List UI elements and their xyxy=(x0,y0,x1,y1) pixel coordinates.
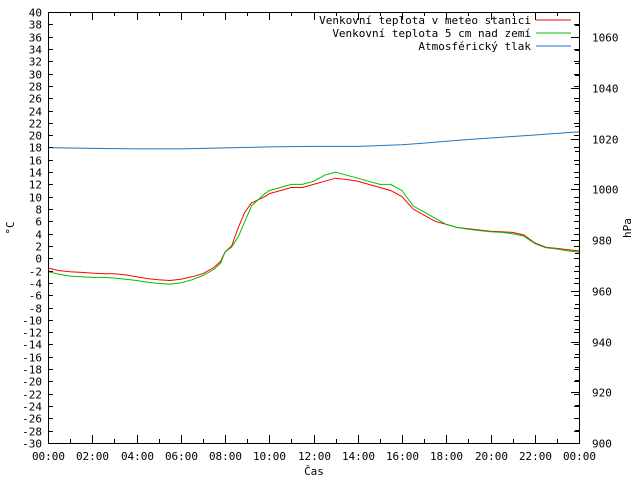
y-left-tick-label: -10 xyxy=(22,315,42,328)
legend-label: Venkovní teplota v meteo stanici xyxy=(319,14,531,27)
x-tick-label: 02:00 xyxy=(76,450,109,463)
y-left-tick-label: 2 xyxy=(35,241,42,254)
y-left-tick-label: -8 xyxy=(29,303,42,316)
x-tick-label: 00:00 xyxy=(32,450,65,463)
plot-frame xyxy=(48,12,580,444)
y-left-tick-label: -28 xyxy=(22,426,42,439)
x-tick-label: 00:00 xyxy=(563,450,596,463)
x-tick-label: 20:00 xyxy=(475,450,508,463)
x-tick-label: 06:00 xyxy=(165,450,198,463)
y-left-tick-label: -20 xyxy=(22,376,42,389)
legend: Venkovní teplota v meteo staniciVenkovní… xyxy=(319,14,571,53)
y-left-tick-label: -24 xyxy=(22,401,42,414)
x-tick-label: 10:00 xyxy=(253,450,286,463)
y-left-tick-label: 12 xyxy=(29,179,42,192)
y-left-tick-label: -12 xyxy=(22,327,42,340)
series-line-1 xyxy=(47,177,580,282)
y-left-tick-label: 14 xyxy=(29,167,43,180)
y-left-tick-label: 6 xyxy=(35,216,42,229)
x-tick-label: 16:00 xyxy=(386,450,419,463)
x-axis-label: Čas xyxy=(304,465,324,478)
y-left-tick-label: -6 xyxy=(29,290,42,303)
y-left-tick-label: 30 xyxy=(29,69,42,82)
y-left-tick-label: -22 xyxy=(22,389,42,402)
y-left-tick-label: 8 xyxy=(35,204,42,217)
y-left-tick-label: 36 xyxy=(29,32,42,45)
y-left-tick-label: 20 xyxy=(29,130,42,143)
y-left-tick-label: -2 xyxy=(29,266,42,279)
y-left-tick-label: 34 xyxy=(29,44,43,57)
series-line-2 xyxy=(47,171,580,285)
y-left-tick-label: -26 xyxy=(22,413,42,426)
y-right-tick-label: 1000 xyxy=(592,184,619,197)
y-right-tick-label: 1040 xyxy=(592,83,619,96)
y-left-tick-label: 40 xyxy=(29,7,42,20)
legend-label: Venkovní teplota 5 cm nad zemí xyxy=(332,27,531,40)
y-left-tick-label: -18 xyxy=(22,364,42,377)
y-right-tick-label: 1020 xyxy=(592,134,619,147)
y-left-tick-label: -4 xyxy=(29,278,43,291)
x-tick-label: 18:00 xyxy=(430,450,463,463)
y-left-tick-label: 10 xyxy=(29,192,42,205)
y-right-tick-label: 980 xyxy=(592,235,612,248)
x-tick-label: 22:00 xyxy=(519,450,552,463)
y-left-tick-label: 28 xyxy=(29,81,42,94)
y-left-tick-label: -16 xyxy=(22,352,42,365)
y-left-tick-label: 18 xyxy=(29,142,42,155)
y-right-tick-label: 1060 xyxy=(592,32,619,45)
y-axis-label-left: °C xyxy=(4,221,17,234)
y-right-tick-label: 920 xyxy=(592,387,612,400)
y-left-tick-label: 0 xyxy=(35,253,42,266)
y-left-tick-label: 24 xyxy=(29,106,43,119)
y-right-tick-label: 960 xyxy=(592,286,612,299)
y-left-tick-label: 38 xyxy=(29,19,42,32)
y-axis-label-right: hPa xyxy=(621,218,634,238)
y-left-tick-label: -30 xyxy=(22,438,42,451)
y-left-tick-label: 32 xyxy=(29,56,42,69)
axes-layer: 4038363432302826242220181614121086420-2-… xyxy=(22,7,618,464)
series-line-3 xyxy=(47,131,580,150)
x-tick-label: 08:00 xyxy=(209,450,242,463)
y-left-tick-label: 22 xyxy=(29,118,42,131)
x-tick-label: 14:00 xyxy=(342,450,375,463)
y-right-tick-label: 900 xyxy=(592,438,612,451)
y-left-tick-label: 4 xyxy=(35,229,42,242)
x-tick-label: 12:00 xyxy=(298,450,331,463)
y-right-tick-label: 940 xyxy=(592,337,612,350)
x-tick-label: 04:00 xyxy=(121,450,154,463)
series-layer xyxy=(47,131,580,285)
y-left-tick-label: 16 xyxy=(29,155,42,168)
y-left-tick-label: 26 xyxy=(29,93,42,106)
legend-label: Atmosférický tlak xyxy=(418,40,531,53)
y-left-tick-label: -14 xyxy=(22,339,42,352)
